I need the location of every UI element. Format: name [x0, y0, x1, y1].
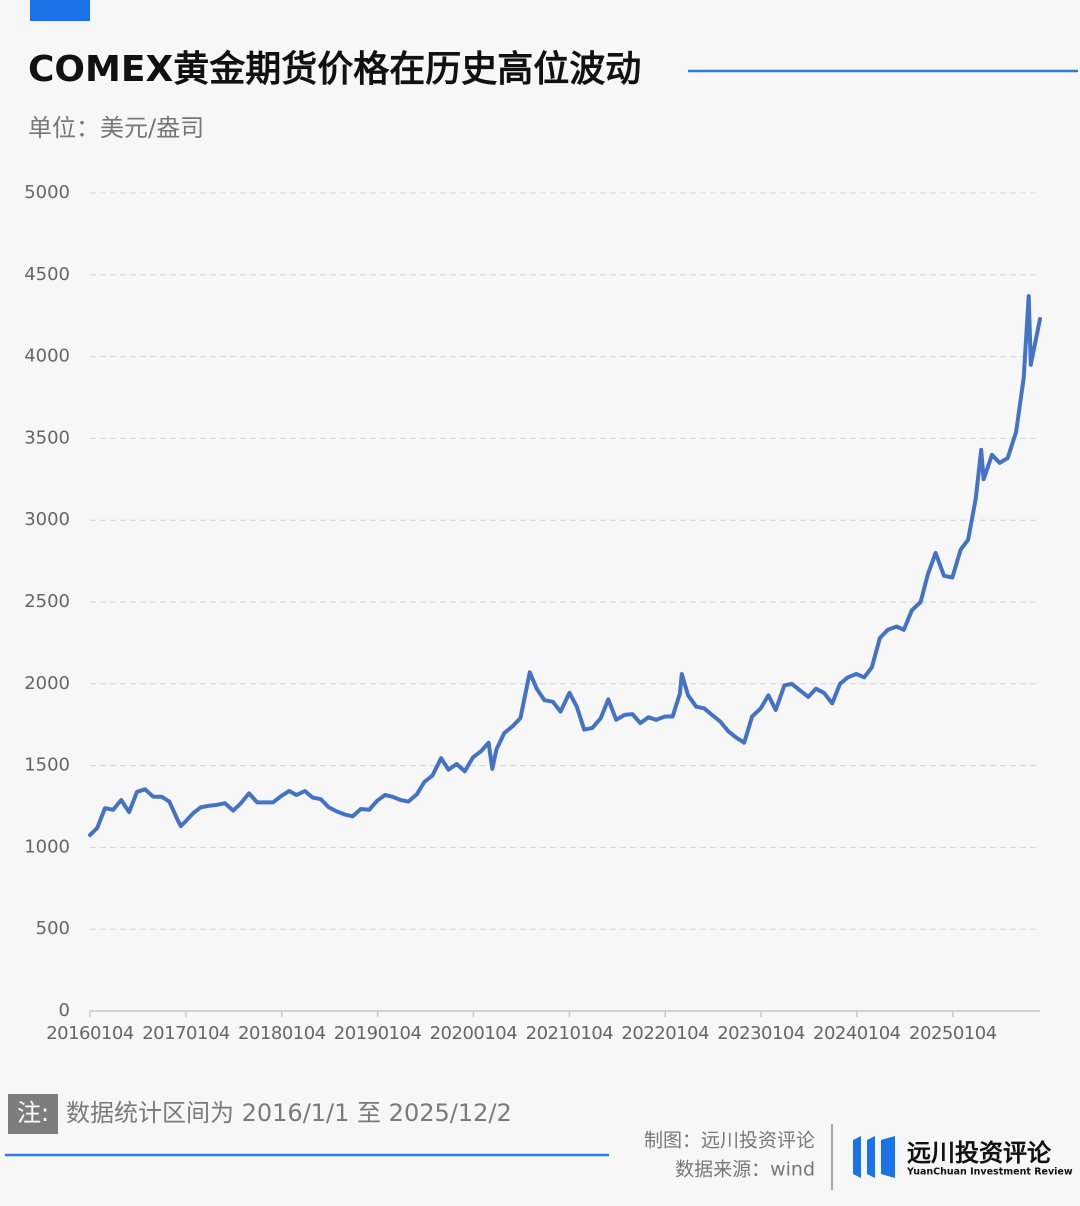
- y-tick-label: 5000: [24, 182, 70, 203]
- x-tick-label: 20180104: [238, 1023, 326, 1044]
- y-tick-label: 3000: [24, 509, 70, 530]
- y-tick-label: 1500: [24, 755, 70, 776]
- x-tick-label: 20170104: [142, 1023, 230, 1044]
- x-tick-label: 20230104: [717, 1023, 805, 1044]
- x-tick-label: 20160104: [46, 1023, 134, 1044]
- x-tick-label: 20220104: [621, 1023, 709, 1044]
- x-tick-label: 20190104: [334, 1023, 422, 1044]
- x-tick-label: 20210104: [526, 1023, 614, 1044]
- source: 数据来源：wind: [675, 1159, 815, 1181]
- logo-text: 远川投资评论: [907, 1139, 1052, 1167]
- logo-subtext: YuanChuan Investment Review: [906, 1167, 1073, 1178]
- logo-mark: [853, 1136, 895, 1178]
- y-tick-label: 4000: [24, 346, 70, 367]
- x-tick-label: 20250104: [909, 1023, 997, 1044]
- y-tick-label: 1000: [24, 836, 70, 857]
- price-line: [88, 294, 1042, 838]
- y-tick-label: 4500: [24, 264, 70, 285]
- y-tick-label: 500: [36, 918, 70, 939]
- chart-title: COMEX黄金期货价格在历史高位波动: [28, 48, 641, 90]
- y-tick-label: 2500: [24, 591, 70, 612]
- x-tick-label: 20240104: [813, 1023, 901, 1044]
- accent-block: [30, 0, 90, 21]
- y-tick-label: 0: [59, 1000, 70, 1021]
- credit: 制图：远川投资评论: [644, 1130, 815, 1152]
- y-tick-label: 2000: [24, 673, 70, 694]
- unit-label: 单位：美元/盎司: [28, 114, 204, 142]
- y-tick-label: 3500: [24, 427, 70, 448]
- plot-area: 0 500 1000 1500 2000 2500 3000 3500 4000 4500 5000…: [24, 182, 1042, 1044]
- note-label: 注:: [17, 1099, 49, 1127]
- x-tick-label: 20200104: [430, 1023, 518, 1044]
- note-badge: [8, 1094, 58, 1134]
- note-text: 数据统计区间为 2016/1/1 至 2025/12/2: [66, 1099, 512, 1127]
